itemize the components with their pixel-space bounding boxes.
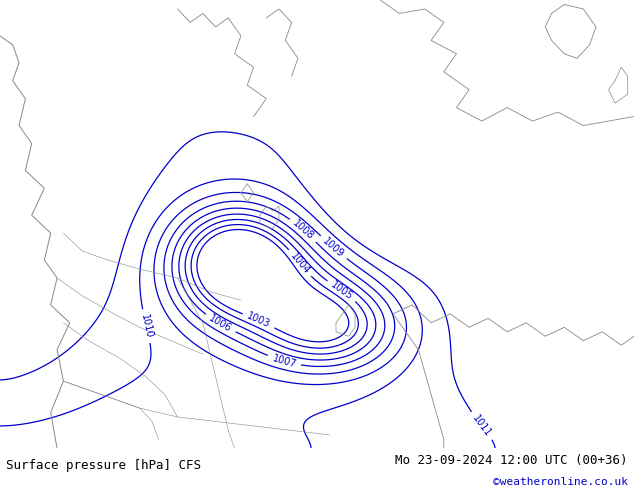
Text: 1007: 1007 — [271, 353, 297, 369]
Text: Mo 23-09-2024 12:00 UTC (00+36): Mo 23-09-2024 12:00 UTC (00+36) — [395, 454, 628, 467]
Text: 1004: 1004 — [288, 250, 311, 276]
Text: Surface pressure [hPa] CFS: Surface pressure [hPa] CFS — [6, 459, 202, 471]
Text: 1003: 1003 — [245, 311, 272, 330]
Text: 1009: 1009 — [321, 236, 346, 259]
Text: 1008: 1008 — [291, 219, 316, 242]
Text: 1005: 1005 — [329, 280, 354, 302]
Text: 1011: 1011 — [470, 413, 493, 439]
Text: 1006: 1006 — [207, 313, 233, 334]
Text: ©weatheronline.co.uk: ©weatheronline.co.uk — [493, 477, 628, 487]
Text: 1010: 1010 — [139, 313, 154, 339]
